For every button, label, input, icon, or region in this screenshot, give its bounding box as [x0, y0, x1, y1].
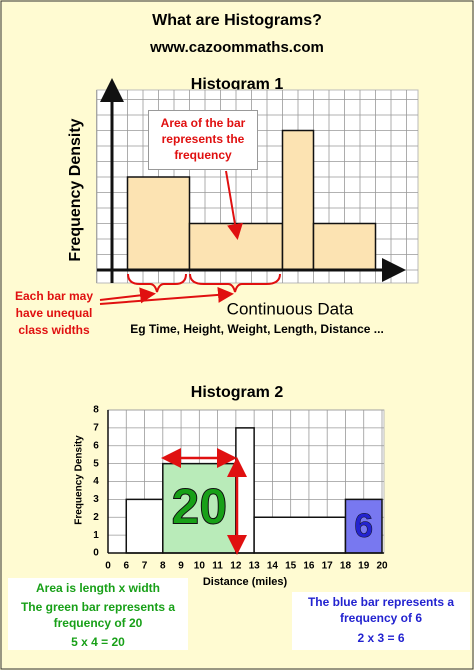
bar: [126, 176, 191, 271]
y-tick-label: 1: [93, 530, 99, 541]
annotation: Area is length x width: [35, 581, 161, 595]
y-tick-label: 5: [93, 458, 99, 469]
bar: [312, 222, 377, 271]
page-title: What are Histograms?: [152, 12, 322, 29]
bar: [125, 498, 164, 554]
y-tick-label: 3: [93, 494, 99, 505]
x-tick-label: 17: [322, 561, 334, 572]
x-tick-label: 8: [160, 561, 166, 572]
x-tick-label: 9: [178, 561, 184, 572]
y-tick-label: 4: [93, 476, 99, 487]
x-tick-label: 10: [194, 561, 206, 572]
y-tick-label: 7: [93, 423, 99, 434]
x-axis-label: Distance (miles): [203, 576, 288, 588]
annotation: The green bar represents a frequency of …: [20, 600, 176, 630]
x-tick-label: 20: [376, 561, 388, 572]
y-tick-label: 8: [93, 405, 99, 416]
x-tick-label: 13: [249, 561, 261, 572]
arrow: [99, 287, 156, 304]
annotation: 2 x 3 = 6: [357, 631, 405, 645]
x-tick-label: 11: [212, 561, 223, 572]
y-axis-label: Frequency Density: [74, 435, 85, 525]
x-tick-label: 0: [105, 561, 111, 572]
chart-title: Histogram 2: [191, 384, 284, 401]
brace: [127, 273, 187, 293]
website: www.cazoommaths.com: [149, 39, 324, 56]
arrow: [99, 286, 234, 305]
bar-label: 6: [354, 507, 373, 545]
chart-title: Histogram 1: [191, 76, 284, 93]
annotation: Each bar may have unequal class widths: [14, 289, 94, 337]
green-note: Area is length x width The green bar rep…: [8, 578, 188, 650]
brace: [189, 273, 281, 293]
callout: Area of the bar represents the frequency: [148, 110, 258, 170]
annotation: The blue bar represents a frequency of 6: [307, 595, 455, 625]
blue-note: The blue bar represents a frequency of 6…: [292, 592, 470, 650]
bar: [235, 427, 255, 554]
arrow: [225, 170, 243, 240]
bar: [162, 462, 237, 554]
x-tick-label: 19: [358, 561, 370, 572]
x-tick-label: 16: [303, 561, 315, 572]
y-axis-label: Frequency Density: [67, 118, 84, 261]
x-tick-label: 14: [267, 561, 279, 572]
x-tick-label: 7: [142, 561, 148, 572]
y-tick-label: 6: [93, 440, 99, 451]
x-tick-label: 12: [230, 561, 242, 572]
bar-label: 20: [172, 479, 228, 535]
annotation: 5 x 4 = 20: [71, 635, 125, 649]
x-tick-label: 15: [285, 561, 297, 572]
y-tick-label: 2: [93, 512, 99, 523]
bar: [344, 498, 383, 554]
x-axis-label: Continuous Data: [227, 299, 354, 318]
bar: [281, 129, 315, 271]
y-tick-label: 0: [93, 548, 99, 559]
x-tick-label: 18: [340, 561, 352, 572]
x-tick-label: 6: [123, 561, 129, 572]
bar: [253, 516, 347, 554]
subtitle: Eg Time, Height, Weight, Length, Distanc…: [130, 322, 384, 336]
